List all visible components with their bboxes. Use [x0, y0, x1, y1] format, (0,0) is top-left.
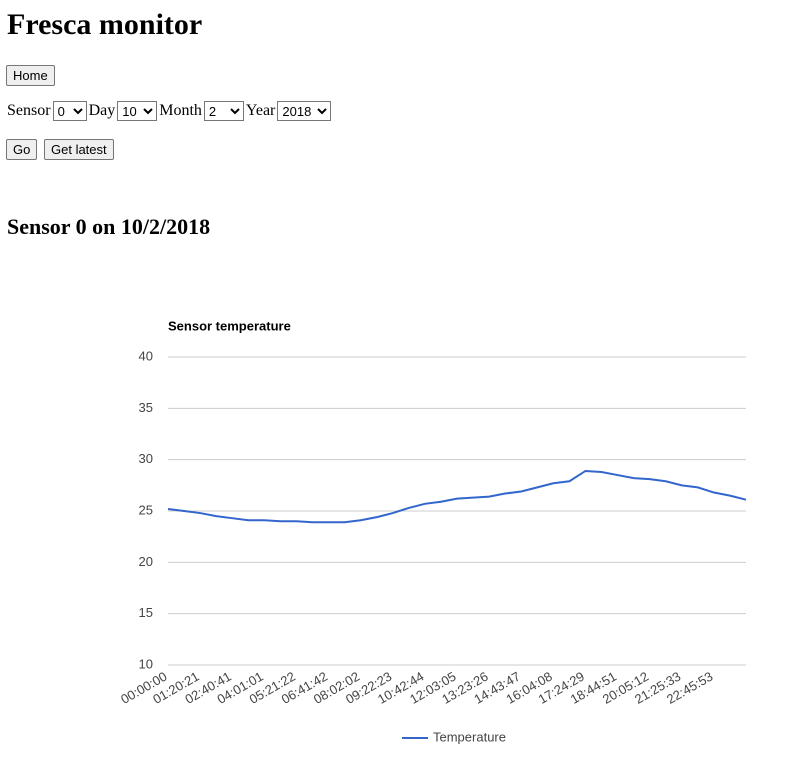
- month-label: Month: [159, 102, 202, 119]
- page-title: Fresca monitor: [7, 8, 203, 41]
- y-tick-label: 30: [139, 451, 153, 466]
- year-select[interactable]: 2018: [277, 101, 332, 121]
- month-select[interactable]: 2: [203, 101, 244, 121]
- chart-heading: Sensor 0 on 10/2/2018: [7, 214, 211, 239]
- chart-title: Sensor temperature: [168, 318, 291, 333]
- home-button[interactable]: Home: [6, 65, 55, 86]
- y-tick-label: 20: [139, 554, 153, 569]
- go-button[interactable]: Go: [6, 139, 38, 160]
- data-line: [167, 469, 747, 524]
- y-tick-label: 10: [139, 656, 153, 671]
- sensor-label: Sensor: [7, 102, 51, 119]
- day-select[interactable]: 10: [117, 101, 158, 121]
- query-form: Sensor 0 Day 10 Month 2 Year 2018: [7, 101, 333, 121]
- y-tick-label: 35: [139, 400, 153, 415]
- sensor-select[interactable]: 0: [52, 101, 87, 121]
- y-tick-label: 15: [139, 605, 153, 620]
- day-label: Day: [88, 102, 116, 119]
- latest-button[interactable]: Get latest: [44, 139, 114, 160]
- chart: Sensor temperature 1015202530354000:00:0…: [118, 318, 747, 744]
- year-label: Year: [245, 102, 276, 119]
- y-tick-label: 25: [139, 502, 153, 517]
- legend-label: Temperature: [433, 729, 506, 744]
- y-tick-label: 40: [139, 348, 153, 363]
